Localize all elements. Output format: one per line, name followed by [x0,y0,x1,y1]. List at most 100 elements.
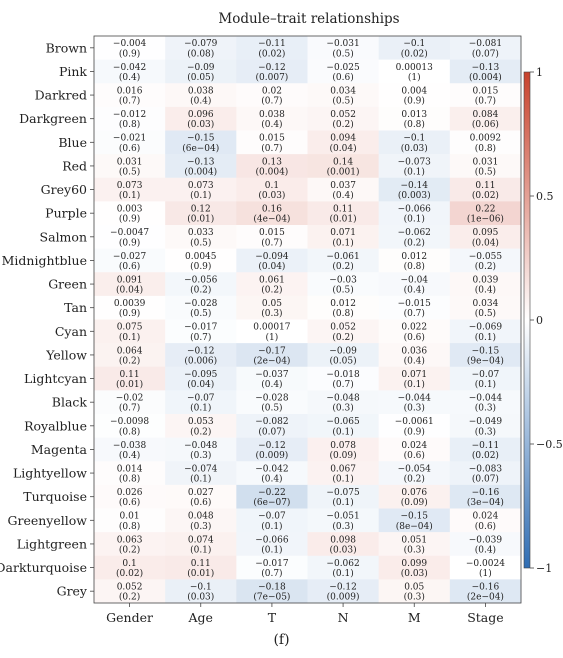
cell-pvalue-label: (0.02) [472,450,499,461]
cell-value-label: 0.067 [330,464,356,474]
heatmap-cell [165,319,237,344]
cell-value-label: −0.0061 [395,417,434,427]
heatmap-cell [378,508,451,533]
heatmap-cell [236,532,308,557]
cell-value-label: 0.014 [117,464,143,474]
cell-pvalue-label: (0.5) [475,166,496,177]
heatmap-cell [94,201,166,226]
heatmap-cell [94,484,166,509]
heatmap-cell [236,437,308,462]
cell-pvalue-label: (0.004) [184,166,217,177]
heatmap-cell [449,319,522,344]
cell-value-label: −0.048 [326,394,360,404]
heatmap-cell [236,130,308,155]
cell-pvalue-label: (0.03) [187,119,214,130]
cell-value-label: −0.061 [326,252,359,262]
cell-value-label: −0.075 [326,488,360,498]
heatmap-cell [165,154,237,179]
cell-value-label: 0.052 [330,323,356,333]
heatmap-cell [307,532,379,557]
heatmap-cell [378,319,451,344]
cell-pvalue-label: (0.3) [190,521,211,532]
heatmap-cell [165,106,237,131]
cell-pvalue-label: (0.6) [119,261,140,272]
cell-pvalue-label: (0.2) [261,285,282,296]
heatmap-cell [307,59,379,84]
cell-value-label: −0.07 [258,512,286,522]
heatmap-cell [378,106,451,131]
cell-pvalue-label: (0.2) [119,592,140,603]
cell-value-label: 0.11 [333,205,353,215]
cell-value-label: −0.18 [258,583,286,593]
cell-value-label: 0.22 [475,205,495,215]
cell-pvalue-label: (0.9) [119,237,140,248]
heatmap-cell [236,36,308,60]
cell-pvalue-label: (0.8) [332,308,353,319]
cell-value-label: −0.018 [326,370,360,380]
heatmap-cell [94,532,166,557]
cell-pvalue-label: (0.4) [404,285,425,296]
cell-pvalue-label: (9e−04) [467,355,504,366]
heatmap-cell [165,177,237,202]
cell-pvalue-label: (0.03) [187,592,214,603]
cell-pvalue-label: (0.9) [119,48,140,59]
heatmap-cell [307,579,379,604]
cell-value-label: −0.16 [472,583,500,593]
row-label: Black [52,395,88,410]
cell-pvalue-label: (0.7) [119,96,140,107]
cell-value-label: 0.038 [188,86,214,96]
cell-pvalue-label: (0.3) [190,450,211,461]
heatmap-cell [165,437,237,462]
cell-value-label: −0.12 [187,346,215,356]
cell-value-label: −0.13 [187,157,215,167]
cell-pvalue-label: (0.04) [187,379,214,390]
cell-pvalue-label: (0.5) [475,308,496,319]
cell-value-label: 0.00017 [253,323,290,333]
cell-value-label: 0.14 [333,157,353,167]
heatmap-cell [449,59,522,84]
cell-pvalue-label: (0.01) [330,214,357,225]
cell-value-label: 0.038 [259,110,285,120]
cell-pvalue-label: (0.4) [119,450,140,461]
cell-value-label: −0.055 [469,252,503,262]
heatmap-cell [307,272,379,297]
heatmap-cell [378,555,451,580]
heatmap-cell [449,461,522,486]
cell-pvalue-label: (4e−04) [253,214,290,225]
row-label: Royalblue [24,418,87,433]
cell-pvalue-label: (0.02) [472,190,499,201]
cell-value-label: −0.025 [326,63,360,73]
colorbar-tick-label: 0.5 [536,190,554,203]
heatmap-cell [94,366,166,391]
heatmap-cell [378,366,451,391]
cell-pvalue-label: (0.2) [404,474,425,485]
cell-pvalue-label: (0.6) [190,497,211,508]
cell-pvalue-label: (0.3) [475,403,496,414]
heatmap-cell [236,83,308,108]
heatmap-cell [307,437,379,462]
colorbar-tick-label: 0 [536,314,543,327]
row-label: Grey60 [41,182,87,197]
row-label: Greenyellow [8,513,88,528]
heatmap-cell [449,390,522,415]
cell-value-label: −0.11 [258,39,286,49]
heatmap-cell [378,532,451,557]
cell-value-label: −0.079 [184,39,218,49]
cell-pvalue-label: (0.4) [190,96,211,107]
heatmap-cell [307,106,379,131]
cell-value-label: 0.061 [259,275,285,285]
chart-title: Module–trait relationships [218,11,399,27]
cell-pvalue-label: (0.4) [475,285,496,296]
cell-pvalue-label: (0.2) [404,237,425,248]
heatmap-cell [449,366,522,391]
cell-pvalue-label: (0.1) [119,332,140,343]
cell-pvalue-label: (0.7) [404,308,425,319]
heatmap-cell [165,83,237,108]
cell-value-label: −0.021 [113,134,146,144]
cell-value-label: −0.095 [184,370,218,380]
cell-pvalue-label: (6e−04) [182,143,219,154]
heatmap-cell [236,177,308,202]
row-label: Grey [57,584,88,599]
heatmap-cell [378,248,451,273]
heatmap-cell [307,414,379,438]
